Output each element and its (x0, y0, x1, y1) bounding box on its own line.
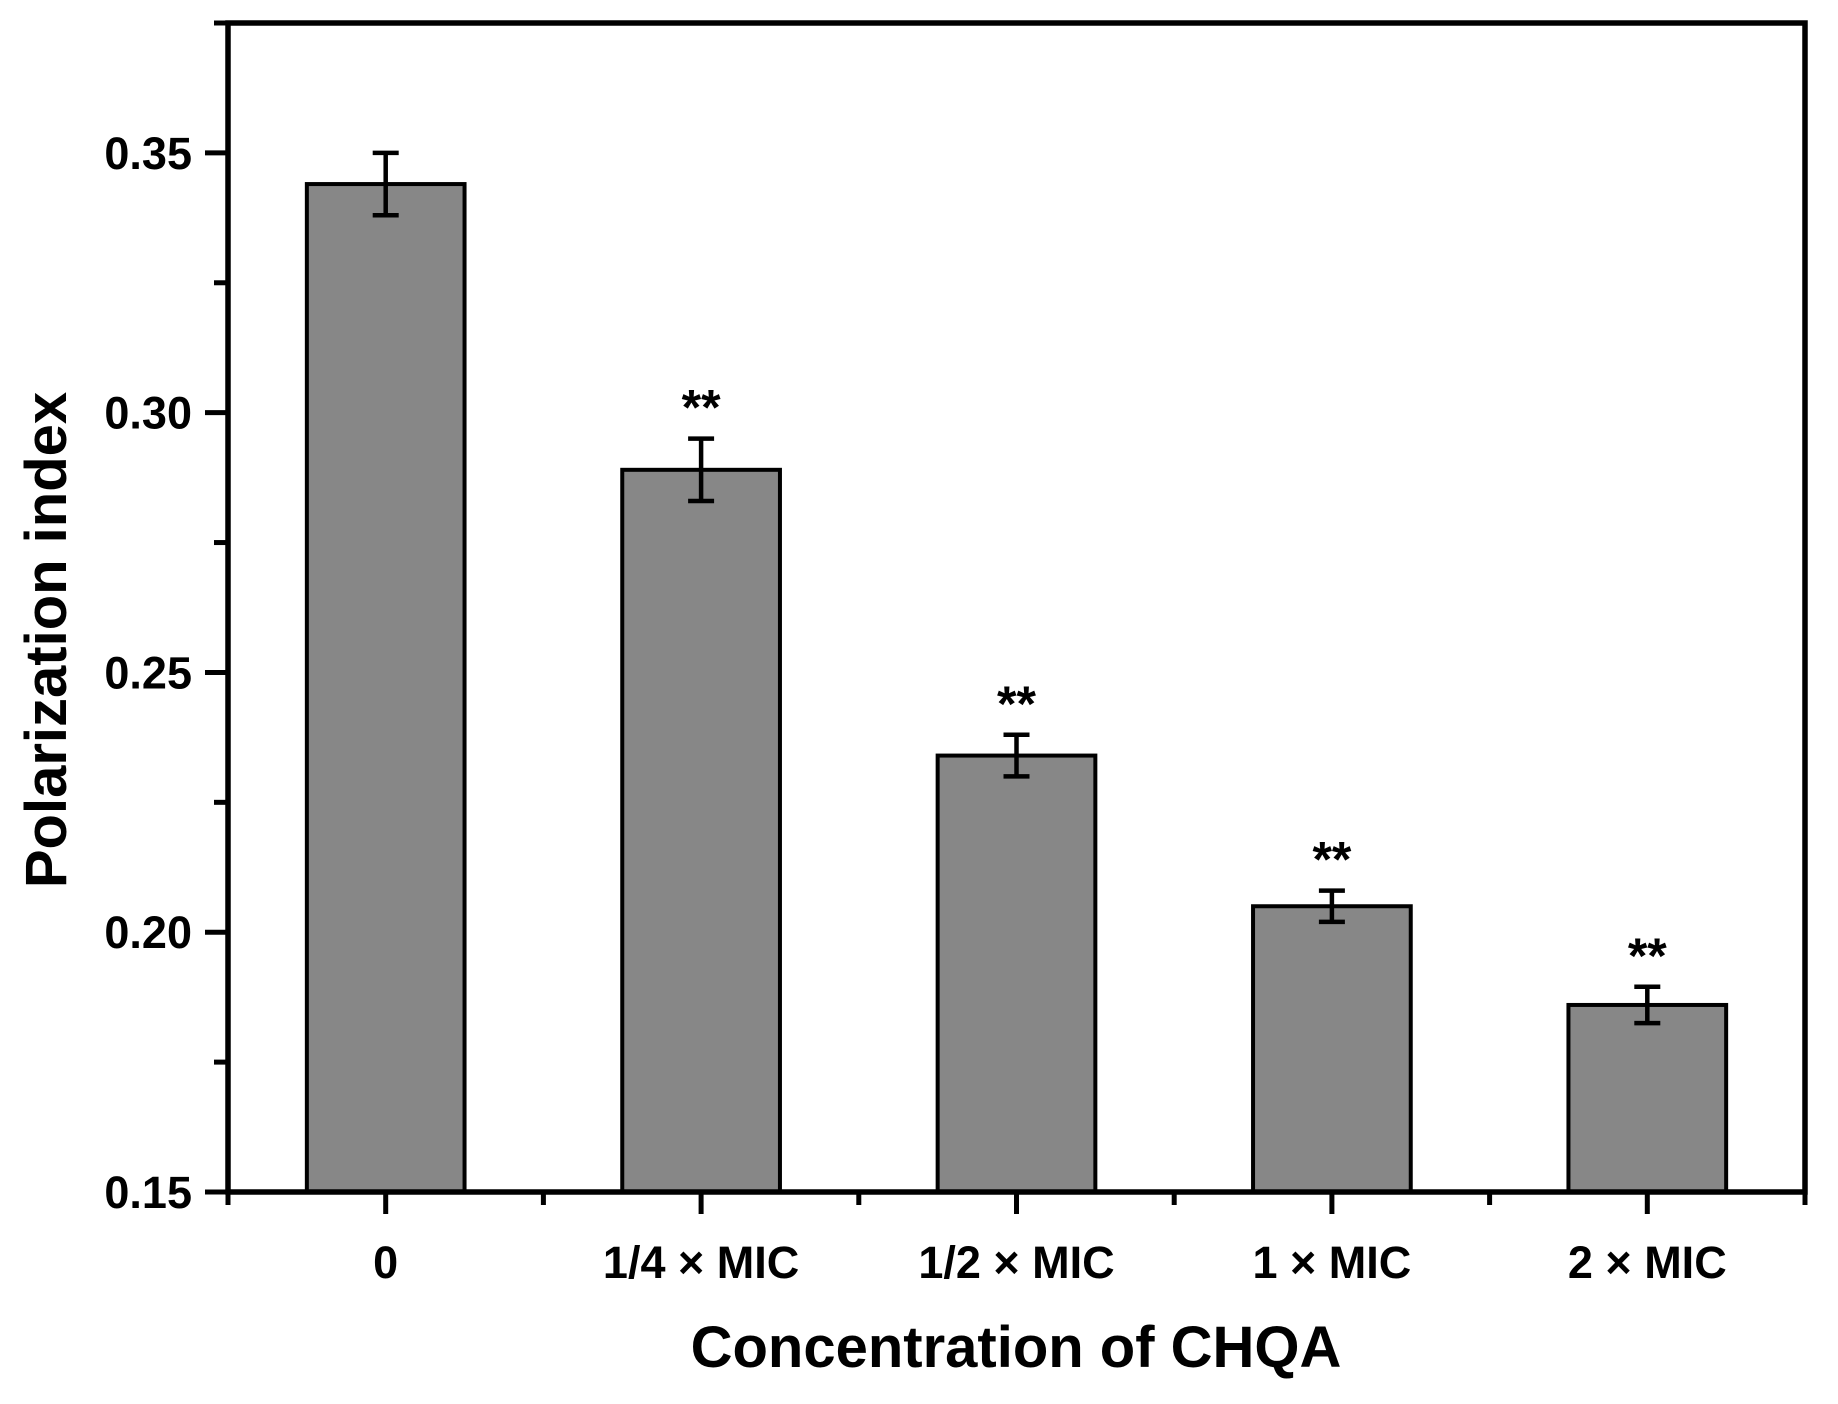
bar (1566, 1002, 1729, 1195)
x-tick-label: 1/4 × MIC (603, 1237, 799, 1288)
bar (620, 467, 782, 1195)
bar (935, 753, 1098, 1194)
significance-marker: ** (1628, 928, 1667, 984)
x-tick-label: 2 × MIC (1568, 1237, 1727, 1288)
y-tick-label: 0.15 (104, 1167, 192, 1218)
y-tick-label: 0.20 (104, 907, 192, 958)
plot-frame (225, 20, 1808, 1195)
y-axis-title: Polarization index (14, 391, 79, 889)
x-tick-label: 0 (373, 1237, 398, 1288)
y-tick-label: 0.25 (104, 647, 192, 698)
x-axis-title: Concentration of CHQA (690, 1315, 1342, 1380)
x-tick-label: 1 × MIC (1253, 1237, 1412, 1288)
bar (304, 182, 467, 1195)
y-tick-label: 0.30 (104, 388, 192, 439)
y-tick-label: 0.35 (104, 128, 192, 179)
significance-marker: ** (997, 676, 1036, 732)
bar (1251, 904, 1413, 1194)
significance-marker: ** (1312, 832, 1351, 888)
x-tick-label: 1/2 × MIC (918, 1237, 1114, 1288)
significance-marker: ** (682, 380, 721, 436)
